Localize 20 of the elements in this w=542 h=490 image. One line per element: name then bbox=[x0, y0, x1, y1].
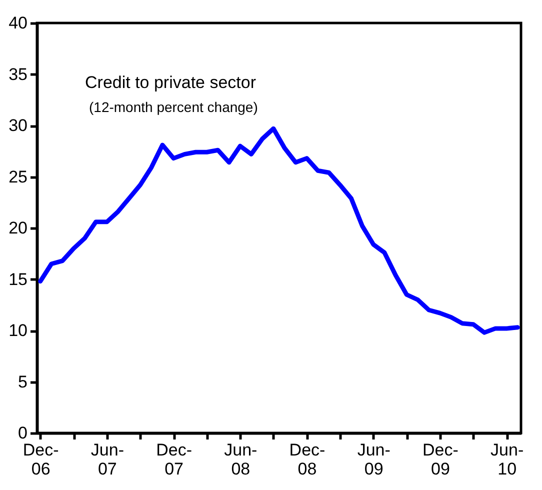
x-tick-label: Dec-06 bbox=[22, 440, 59, 478]
y-tick-label: 25 bbox=[8, 167, 28, 186]
annotation: (12-month percent change) bbox=[89, 99, 258, 115]
line-series bbox=[38, 126, 520, 335]
y-tick-label: 10 bbox=[8, 321, 28, 340]
x-tick-label: Dec-09 bbox=[422, 440, 458, 478]
x-tick-label: Dec-08 bbox=[289, 440, 326, 478]
y-tick-label: 40 bbox=[8, 14, 28, 32]
x-tick-label: Jun-09 bbox=[357, 440, 390, 478]
y-tick-label: 15 bbox=[8, 270, 28, 289]
x-tick-label: Jun-07 bbox=[90, 440, 124, 478]
x-tick-label: Dec-07 bbox=[156, 440, 192, 478]
y-tick-label: 5 bbox=[18, 372, 28, 392]
x-tick-label: Jun-10 bbox=[490, 440, 524, 478]
x-tick-label: Jun-08 bbox=[224, 440, 258, 478]
annotation: Credit to private sector bbox=[85, 73, 256, 92]
y-tick-label: 35 bbox=[8, 64, 28, 84]
y-tick-label: 30 bbox=[8, 116, 28, 135]
y-tick-label: 20 bbox=[8, 218, 28, 238]
y-tick-label: 0 bbox=[18, 424, 28, 442]
